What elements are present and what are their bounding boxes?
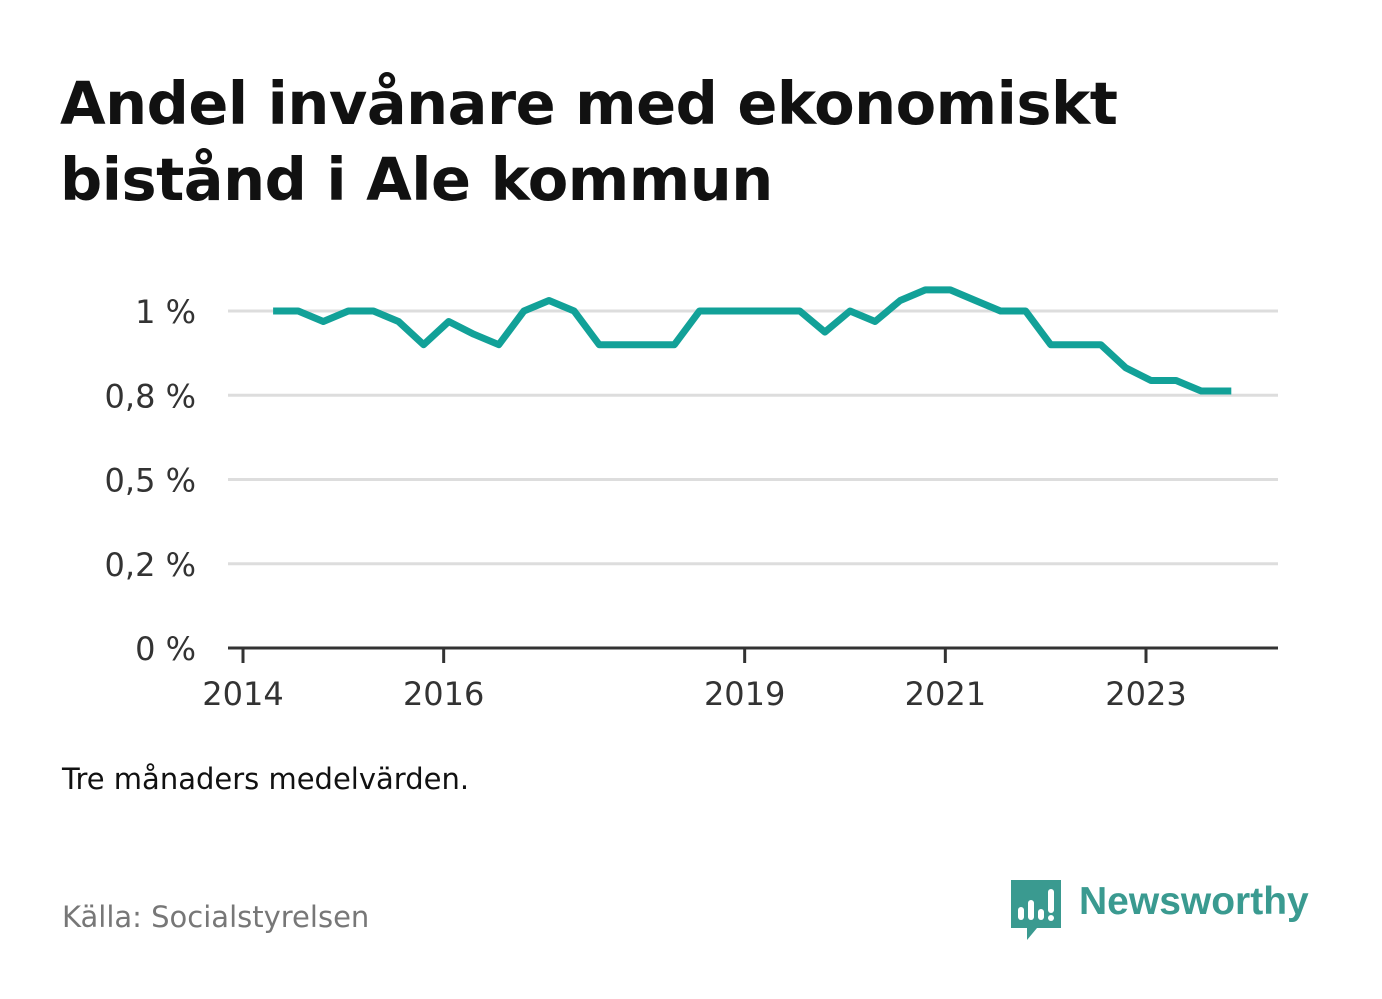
x-tick-label: 2014 <box>202 675 283 713</box>
y-tick-label: 0,2 % <box>105 546 196 584</box>
y-axis-tick-labels: 0 % 0,2 % 0,5 % 0,8 % 1 % <box>105 293 196 668</box>
x-tick-label: 2019 <box>704 675 785 713</box>
y-tick-label: 0,8 % <box>105 377 196 415</box>
x-tick-label: 2023 <box>1105 675 1186 713</box>
newsworthy-bar-chart-icon <box>1011 880 1061 940</box>
chart-note: Tre månaders medelvärden. <box>62 762 470 796</box>
brand-name: Newsworthy <box>1079 880 1309 923</box>
data-series <box>273 286 1232 395</box>
source-credit: Källa: Socialstyrelsen <box>62 900 370 934</box>
gridlines <box>228 309 1278 566</box>
chart-title: Andel invånare med ekonomiskt bistånd i … <box>60 69 1118 214</box>
y-tick-label: 1 % <box>135 293 196 331</box>
x-tick-label: 2016 <box>403 675 484 713</box>
newsworthy-brand[interactable]: Newsworthy <box>1011 878 1331 942</box>
x-axis: 2014 2016 2019 2021 2023 <box>202 646 1278 713</box>
y-tick-label: 0 % <box>135 630 196 668</box>
x-tick-label: 2021 <box>905 675 986 713</box>
series-line <box>273 286 1232 395</box>
y-tick-label: 0,5 % <box>105 462 196 500</box>
